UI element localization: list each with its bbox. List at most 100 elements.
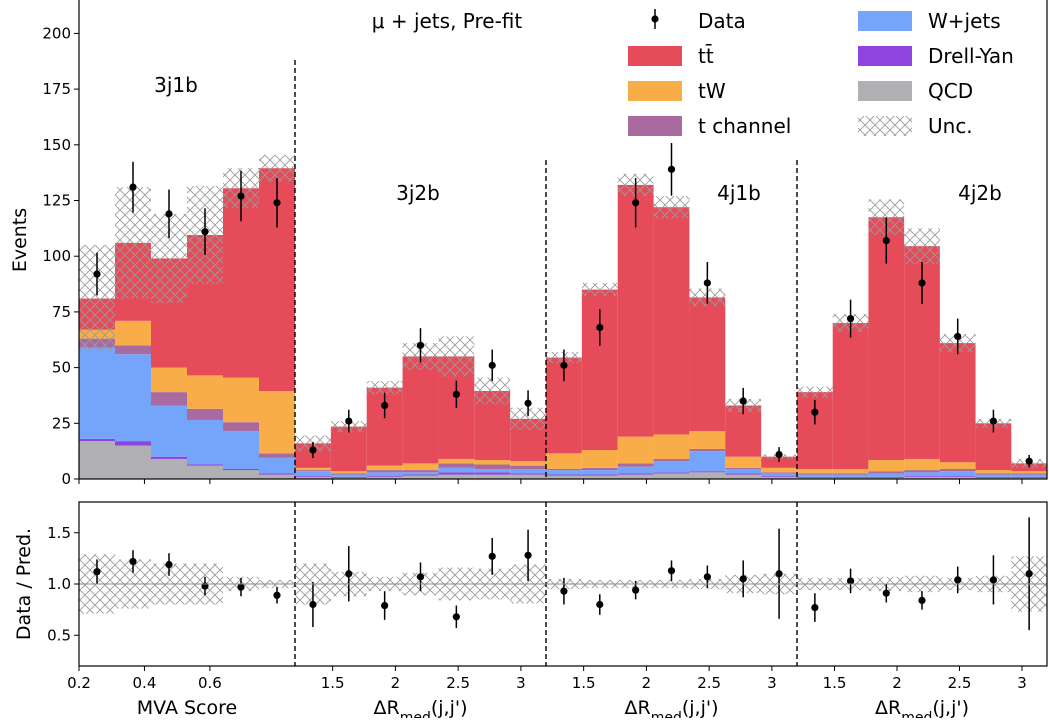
region-label-4j2b: 4j2b xyxy=(958,181,1002,205)
bar-3j1b-qcd-5 xyxy=(259,474,295,479)
bar-3j1b-dy-3 xyxy=(187,464,223,466)
data-point-3j2b-0 xyxy=(309,446,317,454)
bar-4j1b-tw-5 xyxy=(725,456,762,468)
bar-3j2b-wjets-5 xyxy=(474,468,511,473)
bar-3j1b-tchan-2 xyxy=(151,392,187,406)
ratio-point-3j2b-3 xyxy=(416,573,425,581)
legend-label-tw: tW xyxy=(698,79,726,103)
ratio-point-3j2b-4 xyxy=(452,613,460,621)
bar-4j1b-tchan-2 xyxy=(617,463,654,467)
bar-3j1b-tchan-5 xyxy=(259,453,295,458)
bar-4j1b-qcd-3 xyxy=(653,473,690,479)
ratio-point-4j1b-2 xyxy=(632,586,640,594)
bar-3j1b-dy-1 xyxy=(115,441,151,446)
bar-4j2b-tw-0 xyxy=(797,468,833,474)
bar-3j1b-dy-0 xyxy=(79,438,115,442)
bar-4j2b-ttbar-1 xyxy=(832,323,869,469)
bar-3j1b-qcd-1 xyxy=(115,445,151,479)
bar-3j2b-wjets-3 xyxy=(402,472,439,475)
region-label-4j1b: 4j1b xyxy=(717,181,761,205)
x-tick-label-4j1b-3: 3 xyxy=(767,674,777,692)
x-axis-title-3j2b: ΔRmed(j,j') xyxy=(374,697,468,718)
bar-3j2b-tw-6 xyxy=(510,461,546,466)
bar-4j1b-tw-3 xyxy=(653,434,690,459)
upper-data-layer xyxy=(93,143,1033,468)
bar-3j2b-tchan-3 xyxy=(402,470,439,473)
ratio-point-4j1b-3 xyxy=(667,567,676,575)
data-point-4j1b-3 xyxy=(667,165,676,173)
bar-4j2b-tw-2 xyxy=(868,460,905,472)
data-point-4j1b-2 xyxy=(632,199,640,207)
ratio-point-4j2b-4 xyxy=(954,576,962,584)
data-point-4j1b-5 xyxy=(739,397,747,405)
bar-3j2b-tw-2 xyxy=(366,465,403,471)
bar-3j1b-dy-5 xyxy=(259,473,295,475)
ratio-point-4j1b-1 xyxy=(596,600,604,609)
ratio-point-3j1b-5 xyxy=(273,591,281,599)
x-tick-label-3j2b-3: 3 xyxy=(516,674,526,692)
bar-4j2b-tchan-0 xyxy=(797,473,833,475)
bar-4j2b-dy-0 xyxy=(797,476,833,478)
unc-band-3j2b-2 xyxy=(366,380,403,395)
data-point-4j1b-4 xyxy=(703,279,711,287)
bar-4j1b-qcd-5 xyxy=(725,474,762,479)
unc-band-3j2b-5 xyxy=(474,377,511,405)
bar-4j1b-ttbar-6 xyxy=(761,456,797,468)
bar-4j1b-tw-1 xyxy=(581,450,618,468)
x-tick-label-3j2b-0: 1.5 xyxy=(321,674,345,692)
bar-3j1b-wjets-5 xyxy=(259,457,295,474)
lower-data-layer xyxy=(93,517,1033,631)
data-point-3j1b-2 xyxy=(165,210,173,218)
bar-4j1b-qcd-1 xyxy=(581,475,618,479)
legend-label-data: Data xyxy=(698,9,746,33)
bar-4j2b-qcd-3 xyxy=(904,476,940,479)
bar-3j2b-tchan-5 xyxy=(474,464,511,469)
bar-4j2b-tw-4 xyxy=(939,462,976,469)
data-point-3j2b-5 xyxy=(488,361,496,369)
ratio-point-4j2b-3 xyxy=(918,596,926,605)
x-tick-label-3j1b-0: 0.2 xyxy=(67,674,91,692)
bar-3j1b-qcd-4 xyxy=(223,470,259,479)
legend-label-ttbar: tt̄ xyxy=(698,43,714,68)
unc-band-4j2b-0 xyxy=(797,386,833,398)
bar-3j1b-qcd-0 xyxy=(79,441,115,479)
unc-band-4j2b-3 xyxy=(904,228,940,265)
bar-4j1b-dy-0 xyxy=(546,474,582,476)
bar-4j2b-wjets-4 xyxy=(939,471,976,476)
bar-3j2b-dy-2 xyxy=(366,475,403,477)
bar-3j2b-tchan-0 xyxy=(295,470,331,472)
upper-y-tick-label-0: 0 xyxy=(61,470,71,488)
legend-swatch-ttbar xyxy=(628,46,682,66)
bar-4j2b-wjets-3 xyxy=(904,472,940,476)
bar-4j1b-dy-6 xyxy=(761,475,797,477)
bar-4j1b-dy-4 xyxy=(689,471,726,473)
data-point-3j1b-1 xyxy=(129,183,137,191)
bar-3j2b-qcd-0 xyxy=(295,476,331,479)
bar-3j2b-dy-5 xyxy=(474,472,511,475)
data-point-4j1b-6 xyxy=(775,450,783,459)
bar-4j1b-wjets-1 xyxy=(581,470,618,475)
data-point-4j1b-1 xyxy=(596,323,604,332)
bar-3j2b-qcd-3 xyxy=(402,475,439,479)
upper-y-tick-label-3: 75 xyxy=(52,303,71,321)
legend: Data tt̄ tW t channel W+jets Drell-Yan QCD Unc. xyxy=(628,9,1014,138)
bar-3j1b-dy-2 xyxy=(151,456,187,459)
bar-4j2b-tchan-5 xyxy=(975,473,1012,475)
bar-3j2b-wjets-2 xyxy=(366,472,403,476)
ratio-point-3j1b-0 xyxy=(93,568,101,576)
legend-swatch-dy xyxy=(858,46,912,66)
bar-4j1b-wjets-0 xyxy=(546,470,582,475)
data-point-3j2b-3 xyxy=(416,341,425,349)
bar-4j2b-dy-5 xyxy=(975,476,1012,478)
x-tick-label-3j2b-2: 2.5 xyxy=(446,674,470,692)
bar-4j2b-tw-5 xyxy=(975,470,1012,474)
bar-3j2b-qcd-4 xyxy=(438,474,475,479)
bar-4j2b-tw-1 xyxy=(832,468,869,474)
bar-3j1b-qcd-3 xyxy=(187,465,223,479)
labels-layer: μ + jets, Pre-fit Events Data / Pred. MV… xyxy=(9,9,1002,722)
bar-4j2b-dy-1 xyxy=(832,476,869,478)
bar-3j1b-tw-5 xyxy=(259,390,295,454)
bar-3j1b-wjets-4 xyxy=(223,431,259,469)
legend-point-data xyxy=(651,15,659,23)
bar-4j2b-dy-6 xyxy=(1011,476,1047,478)
